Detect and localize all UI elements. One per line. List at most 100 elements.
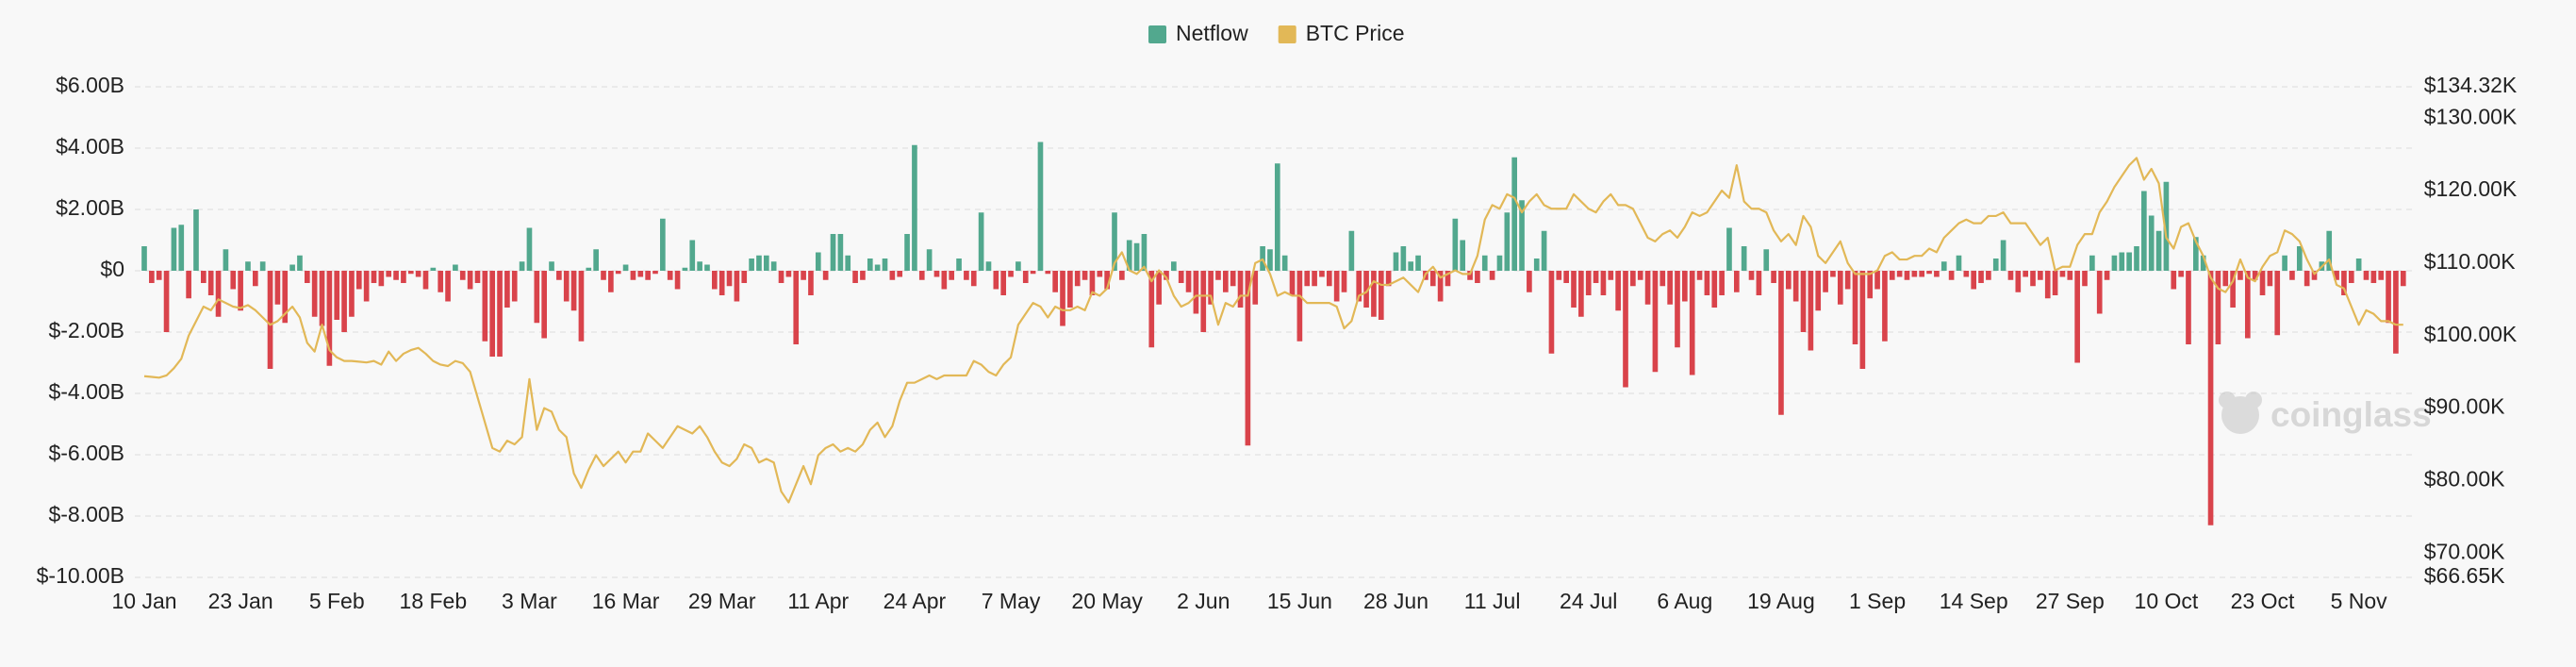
bar [770,261,777,271]
y2-tick-label: $70.00K [2424,539,2505,563]
bar [1460,240,1466,271]
bar [1823,271,1828,292]
bar [1548,271,1555,354]
bar [141,246,147,271]
bar [549,261,554,271]
bar [289,264,295,271]
bar [511,271,518,302]
bar [1481,255,1488,271]
x-tick-label: 18 Feb [400,589,468,613]
bar [1082,271,1088,280]
bar [1541,230,1547,271]
bar [2267,271,2273,287]
bar [933,271,940,277]
bar [1660,271,1666,287]
bar [1193,271,1199,314]
bar [1615,271,1621,311]
bar [1911,271,1918,277]
bar [2326,230,2333,271]
bar [778,271,784,283]
bar [2096,271,2103,314]
bar [1978,271,1984,283]
bar [578,271,585,342]
bar [1637,271,1643,280]
legend-label: BTC Price [1306,21,1405,45]
bar [852,271,858,283]
bar [1571,271,1577,308]
bar [1074,271,1081,287]
bar [808,271,814,295]
bar [453,264,458,271]
bar [1578,271,1584,317]
bar [1711,271,1718,308]
bar [2186,271,2191,344]
bar [918,271,925,280]
bar [1593,271,1599,283]
bar [1874,271,1880,290]
bar [882,258,888,271]
bar [2274,271,2281,336]
bar [2393,271,2399,354]
y2-tick-label: $110.00K [2424,249,2516,274]
bar [1563,271,1569,283]
bar [363,271,370,302]
bar [1719,271,1725,295]
bar [956,258,962,271]
x-tick-label: 5 Feb [309,589,365,613]
bar [801,271,806,280]
bar [2023,271,2028,277]
bar [867,258,873,271]
bar [1016,261,1021,271]
y-tick-label: $2.00B [56,195,124,220]
bar [1689,271,1695,375]
bar [393,271,399,280]
bar [593,249,599,271]
bar [1792,271,1799,302]
bar [630,271,636,280]
bar [1119,271,1125,280]
bar [2193,237,2199,271]
bar [1348,230,1355,271]
bar [1785,271,1792,290]
bar [541,271,547,339]
bar [215,271,222,317]
y-tick-label: $-6.00B [48,441,124,465]
x-tick-label: 16 Mar [592,589,660,613]
bar [949,271,955,280]
bar [1296,271,1303,342]
bar [1097,271,1103,277]
bar [718,271,725,295]
bar [2155,230,2162,271]
bar [615,271,621,275]
bar [534,271,540,324]
bar [734,271,740,302]
bar [1704,271,1710,295]
bar [689,240,696,271]
bar [645,271,651,280]
bar [482,271,488,342]
watermark: coinglass [2271,395,2432,434]
bar [756,255,762,271]
x-tick-label: 1 Sep [1849,589,1906,613]
bar [1304,271,1311,287]
bar [1830,271,1836,277]
bar [445,271,451,302]
bar [1126,240,1132,271]
bar [334,271,340,320]
bar [1778,271,1784,415]
y-tick-label: $-2.00B [48,318,124,342]
y2-tick-label: $90.00K [2424,394,2505,419]
bar [815,252,821,271]
bar [1445,271,1451,287]
bar [2074,271,2080,363]
bar [223,249,229,271]
bar [282,271,289,324]
bar [1008,271,1014,277]
bar [1852,271,1858,344]
bar [1467,271,1473,280]
x-tick-label: 28 Jun [1363,589,1428,613]
bar [2030,271,2036,287]
bar [2044,271,2051,299]
bar [1808,271,1814,351]
bar [1400,246,1407,271]
